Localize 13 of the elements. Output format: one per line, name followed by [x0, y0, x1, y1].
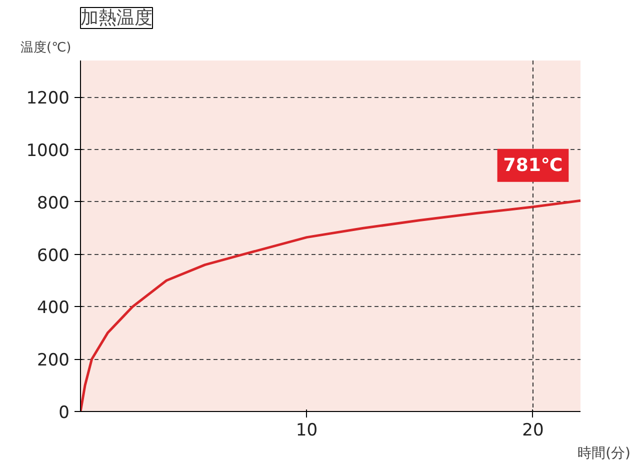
chart-title: 加熱温度: [80, 8, 152, 28]
y-tick-label: 1200: [26, 88, 70, 109]
x-tick-label: 10: [296, 420, 318, 440]
y-tick-label: 800: [37, 193, 70, 214]
y-tick-label: 1000: [26, 141, 70, 162]
annotation: 781℃: [503, 154, 563, 176]
x-axis-title: 時間(分): [578, 446, 631, 462]
y-axis-title: 温度(℃): [20, 40, 72, 56]
y-tick-label: 600: [37, 246, 70, 266]
y-tick-label: 200: [37, 350, 70, 371]
x-tick-label: 20: [522, 420, 544, 440]
y-tick-label: 400: [37, 298, 70, 318]
y-tick-label: 0: [58, 403, 70, 423]
